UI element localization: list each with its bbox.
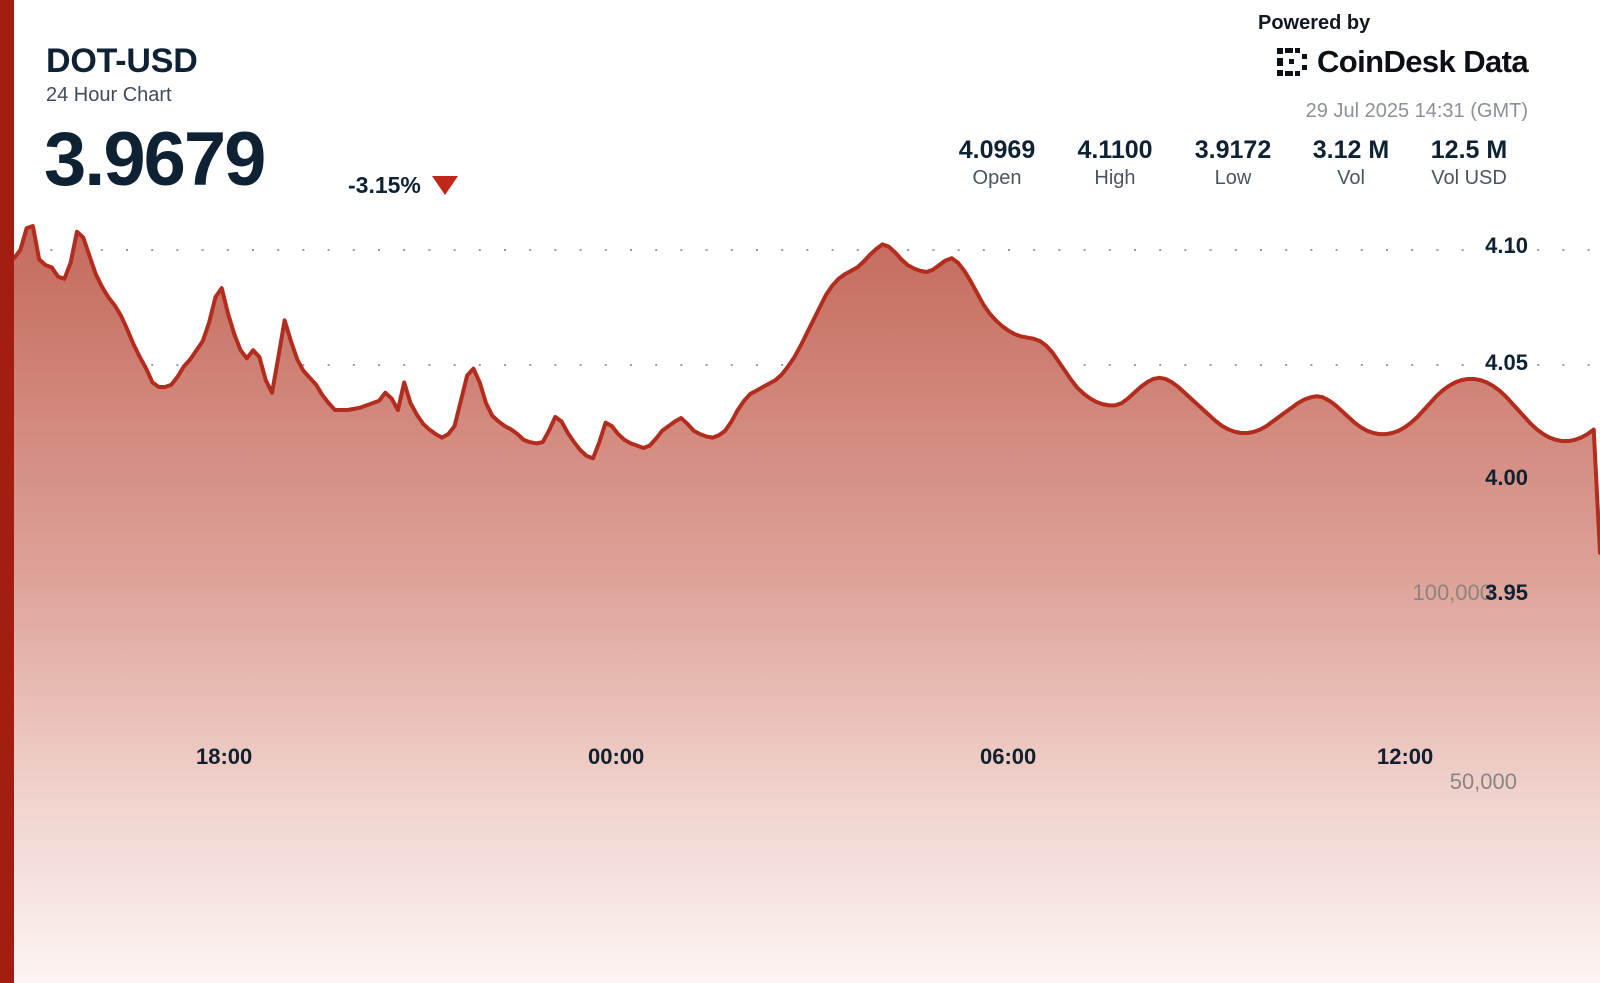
price-tick-405: 4.05 [1485,350,1528,375]
price-tick-400: 4.00 [1485,465,1528,490]
price-line [12,224,1600,555]
volume-tick-100000: 100,000 [1412,580,1492,605]
stat-open: 4.0969 Open [938,136,1056,190]
stat-open-value: 4.0969 [958,136,1036,164]
stat-low: 3.9172 Low [1174,136,1292,190]
time-tick-1200: 12:00 [1377,744,1434,769]
powered-by-label: Powered by [1258,12,1371,34]
as-of-timestamp: 29 Jul 2025 14:31 (GMT) [1305,100,1528,122]
time-tick-0600: 06:00 [980,744,1037,769]
stat-vol-label: Vol [1337,167,1365,189]
stat-high-value: 4.1100 [1077,136,1153,164]
brand-logo[interactable]: CoinDesk Data [1276,44,1529,80]
change-percent: -3.15% [348,172,421,198]
stat-vol-usd-value: 12.5 M [1430,136,1508,164]
chart-header: DOT-USD 24 Hour Chart 3.9679 -3.15% Powe… [0,0,1600,215]
stat-low-label: Low [1214,167,1252,189]
time-tick-1800: 18:00 [196,744,253,769]
price-tick-395: 3.95 [1485,580,1528,605]
stat-vol-usd: 12.5 M Vol USD [1410,136,1528,190]
time-tick-0000: 00:00 [588,744,645,769]
stat-high: 4.1100 High [1056,136,1174,190]
ohlc-stats: 4.0969 Open 4.1100 High 3.9172 Low 3.12 … [938,136,1528,190]
triangle-down-icon [431,176,458,195]
symbol-title: DOT-USD [46,42,198,80]
stat-low-value: 3.9172 [1194,136,1272,164]
chart-subtitle: 24 Hour Chart [46,84,172,106]
stat-open-label: Open [972,167,1022,189]
coindesk-bracket-logo-icon [1277,48,1307,76]
left-accent-band [0,0,14,983]
last-price: 3.9679 [44,117,266,202]
price-area-fill [14,226,1600,983]
price-change: -3.15% [348,172,458,199]
price-tick-410: 4.10 [1485,233,1528,258]
stat-high-label: High [1094,167,1136,189]
stat-vol-usd-label: Vol USD [1431,167,1507,189]
stat-vol-value: 3.12 M [1312,136,1390,164]
stat-vol: 3.12 M Vol [1292,136,1410,190]
volume-tick-50000: 50,000 [1449,769,1517,794]
brand-name: CoinDesk Data [1317,44,1529,79]
